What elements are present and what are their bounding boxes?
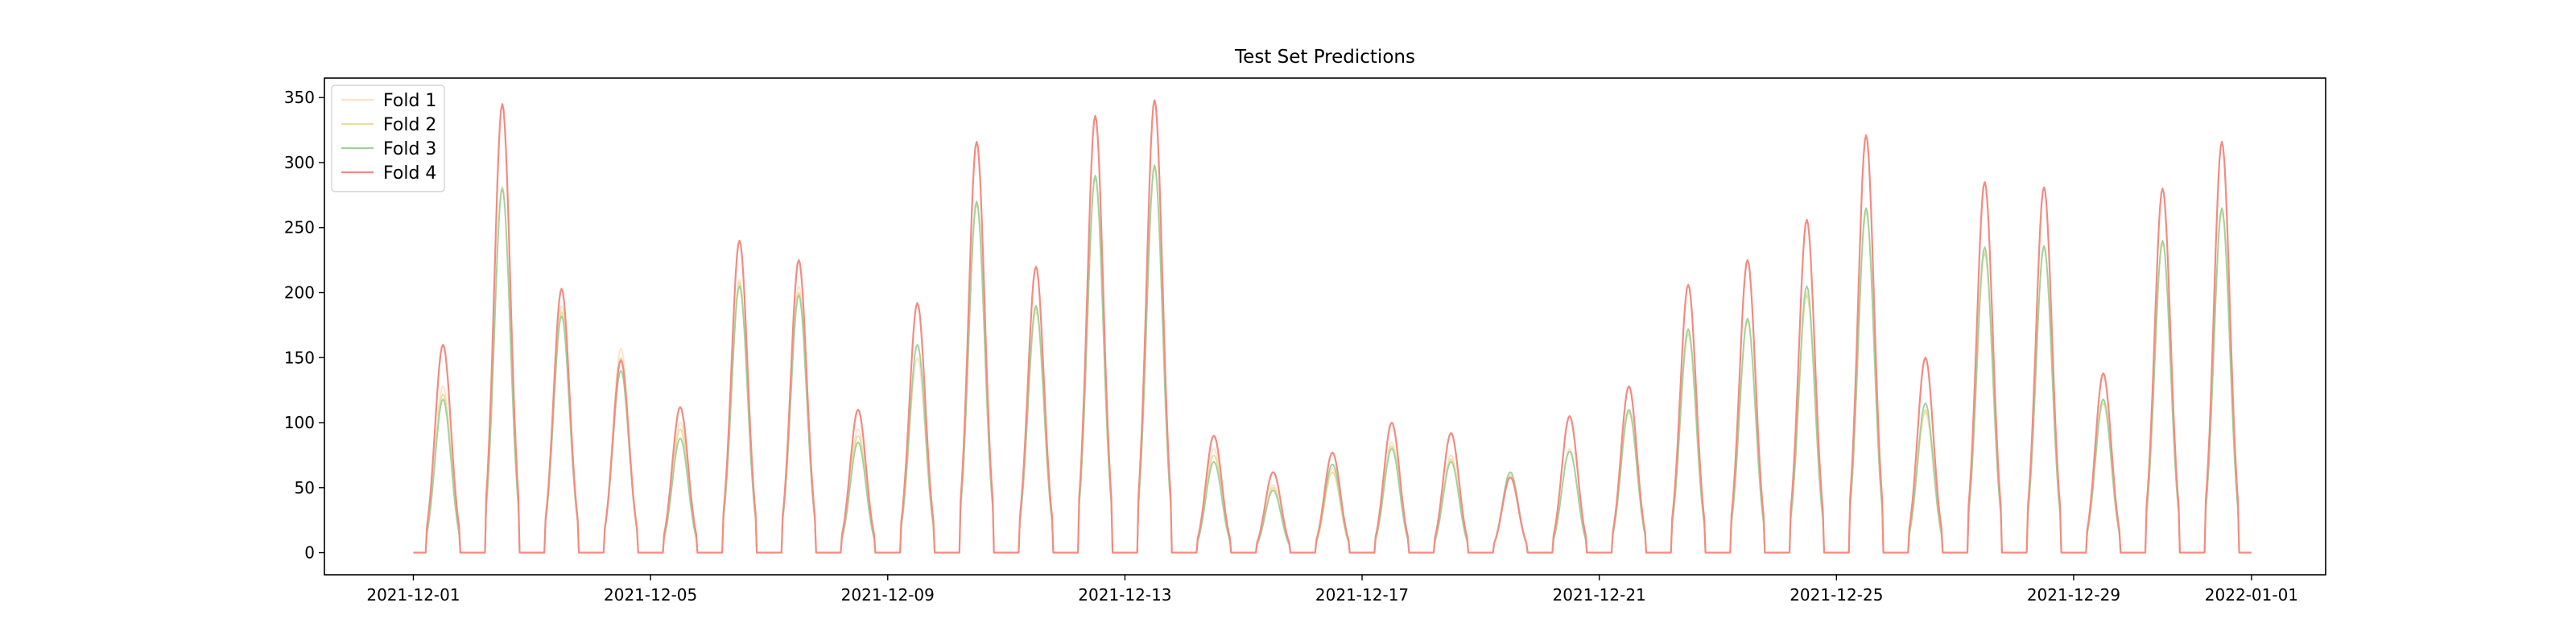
y-tick-label: 200 <box>284 283 315 303</box>
x-tick-label: 2021-12-17 <box>1315 585 1409 605</box>
chart-title: Test Set Predictions <box>1234 47 1415 68</box>
x-tick-label: 2022-01-01 <box>2205 585 2298 605</box>
y-tick-label: 50 <box>295 478 315 497</box>
x-tick-label: 2021-12-05 <box>604 585 697 605</box>
legend: Fold 1 Fold 2 Fold 3 Fold 4 <box>331 85 445 192</box>
x-tick-label: 2021-12-21 <box>1553 585 1646 605</box>
legend-label: Fold 3 <box>383 139 436 159</box>
legend-box <box>331 85 445 192</box>
x-tick-label: 2021-12-25 <box>1790 585 1883 605</box>
legend-label: Fold 1 <box>383 91 436 111</box>
x-tick-label: 2021-12-29 <box>2027 585 2120 605</box>
y-tick-label: 250 <box>284 218 315 237</box>
y-tick-label: 150 <box>284 348 315 367</box>
x-axis: 2021-12-01 2021-12-05 2021-12-09 2021-12-13… <box>366 575 2298 605</box>
legend-label: Fold 2 <box>383 115 436 135</box>
plot-frame <box>324 77 2326 576</box>
y-tick-label: 100 <box>284 413 315 432</box>
legend-label: Fold 4 <box>383 163 436 184</box>
y-axis: 0 50 100 150 200 250 300 350 <box>284 88 324 563</box>
y-tick-label: 0 <box>304 543 315 563</box>
series-layer <box>413 99 2252 554</box>
y-tick-label: 300 <box>284 153 315 172</box>
x-tick-label: 2021-12-13 <box>1078 585 1171 605</box>
x-tick-label: 2021-12-09 <box>841 585 935 605</box>
series-line-4 <box>413 99 2252 554</box>
x-tick-label: 2021-12-01 <box>366 585 460 605</box>
y-tick-label: 350 <box>284 88 315 107</box>
